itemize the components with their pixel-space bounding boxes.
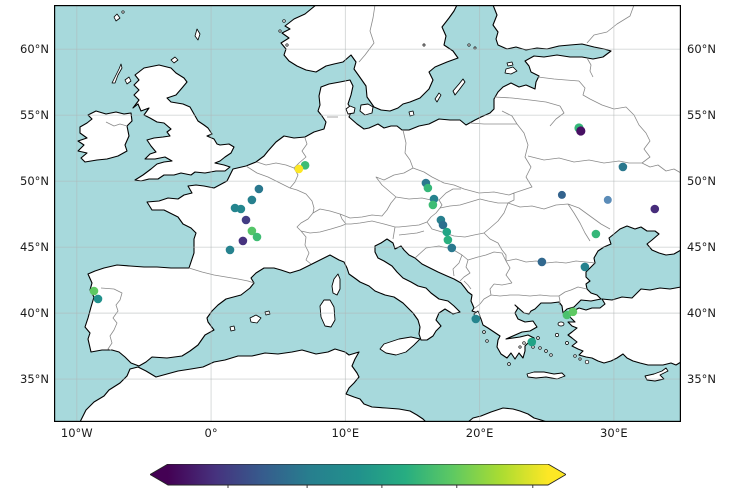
- tick-label: 20°E: [465, 426, 494, 440]
- tick-label: 45°N: [687, 240, 716, 255]
- data-point: [89, 286, 99, 296]
- scatter-points-layer: [89, 123, 660, 347]
- colorbar-canvas: [150, 464, 566, 488]
- data-point: [447, 243, 457, 253]
- tick-label: 30°E: [600, 426, 628, 440]
- tick-label: 55°N: [20, 108, 49, 123]
- data-point: [537, 257, 547, 267]
- map-canvas: [54, 5, 681, 422]
- tick-label: 40°N: [20, 306, 49, 321]
- tick-label: 10°W: [60, 426, 93, 440]
- colorbar: [150, 464, 566, 488]
- data-point: [580, 262, 590, 272]
- tick-label: 35°N: [20, 372, 49, 387]
- tick-label: 55°N: [687, 108, 716, 123]
- data-point: [603, 195, 612, 204]
- data-point: [618, 162, 628, 172]
- tick-label: 35°N: [687, 372, 716, 387]
- tick-label: 0°: [204, 426, 218, 440]
- data-point: [252, 232, 262, 242]
- data-point: [576, 126, 586, 136]
- tick-label: 10°E: [331, 426, 360, 440]
- data-point: [442, 227, 452, 237]
- data-point: [241, 215, 251, 225]
- data-point: [471, 314, 481, 324]
- data-point: [300, 161, 310, 170]
- data-point: [591, 229, 601, 239]
- map-plot-area: [54, 5, 681, 422]
- data-point: [93, 294, 103, 304]
- data-point: [247, 226, 257, 236]
- colorbar-gradient-bar: [150, 464, 566, 486]
- data-point: [423, 183, 433, 193]
- tick-label: 50°N: [20, 174, 49, 189]
- tick-label: 60°N: [687, 42, 716, 57]
- data-point: [238, 236, 248, 246]
- data-point: [236, 204, 246, 214]
- gridline-layer: [54, 5, 681, 422]
- tick-label: 40°N: [687, 306, 716, 321]
- tick-label: 50°N: [687, 174, 716, 189]
- data-point: [438, 220, 448, 230]
- data-point: [428, 200, 438, 210]
- data-point: [443, 235, 453, 245]
- data-point: [557, 190, 566, 199]
- data-point: [527, 337, 537, 347]
- tick-label: 60°N: [20, 42, 49, 57]
- tick-label: 45°N: [20, 240, 49, 255]
- data-point: [225, 245, 235, 255]
- data-point: [254, 184, 264, 194]
- data-point: [294, 164, 304, 174]
- data-point: [650, 204, 660, 214]
- data-point: [568, 307, 578, 317]
- colorbar-ticks: [227, 485, 534, 488]
- data-point: [247, 195, 257, 205]
- country-borders-layer: [100, 5, 681, 351]
- map-frame-border: [54, 5, 681, 422]
